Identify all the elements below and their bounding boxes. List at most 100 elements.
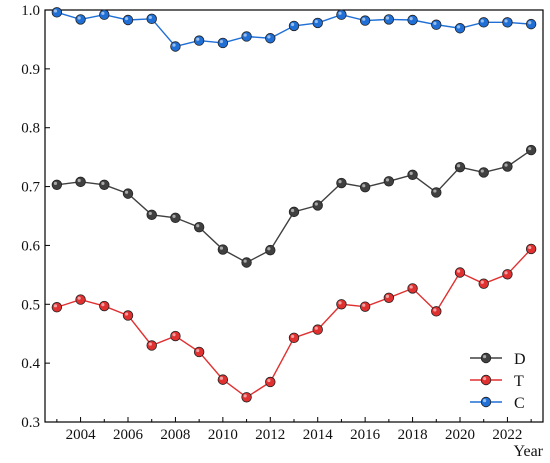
data-point-highlight: [433, 189, 437, 193]
y-tick-label: 0.8: [21, 121, 40, 137]
x-tick-label: 2012: [255, 427, 285, 443]
data-point-T: [288, 332, 300, 344]
data-point-D: [170, 212, 181, 223]
data-point-T: [51, 302, 63, 313]
data-point-T: [241, 392, 252, 403]
data-point-C: [288, 20, 300, 32]
data-point-highlight: [148, 342, 152, 346]
data-point-highlight: [125, 190, 129, 194]
data-point-highlight: [385, 16, 390, 20]
x-tick-label: 2014: [303, 427, 334, 443]
data-point-highlight: [457, 269, 461, 273]
data-point-C: [99, 9, 110, 20]
data-point-C: [525, 18, 537, 30]
y-tick-label: 0.7: [21, 180, 40, 196]
data-point-D: [241, 257, 252, 268]
data-point-highlight: [219, 39, 224, 44]
data-point-highlight: [101, 303, 105, 307]
data-point-highlight: [267, 378, 271, 383]
data-point-D: [122, 188, 134, 199]
data-point-T: [170, 330, 181, 342]
x-tick-label: 2018: [398, 427, 428, 443]
data-point-C: [51, 7, 63, 18]
y-tick-label: 0.6: [21, 238, 40, 254]
data-point-highlight: [433, 21, 437, 25]
legend-label-D: D: [514, 351, 526, 368]
data-point-D: [407, 169, 418, 181]
data-point-T: [502, 269, 513, 280]
x-tick-label: 2016: [350, 427, 381, 443]
data-point-C: [146, 13, 157, 25]
data-point-D: [193, 221, 205, 233]
data-point-C: [265, 33, 276, 44]
data-point-T: [312, 324, 323, 335]
data-point-highlight: [77, 178, 81, 183]
data-point-highlight: [243, 33, 247, 37]
data-point-C: [502, 17, 513, 28]
data-point-highlight: [385, 294, 390, 299]
data-point-C: [359, 15, 371, 26]
legend-marker-C: [480, 396, 492, 408]
data-point-highlight: [409, 285, 413, 289]
data-point-highlight: [338, 301, 342, 305]
data-point-D: [217, 244, 229, 255]
data-point-highlight: [243, 394, 247, 398]
data-point-D: [525, 144, 537, 156]
data-point-highlight: [528, 245, 532, 250]
data-point-T: [99, 300, 110, 312]
data-point-highlight: [101, 11, 105, 15]
data-point-T: [383, 292, 395, 304]
data-point-D: [99, 179, 110, 191]
data-point-C: [217, 37, 229, 49]
data-point-highlight: [314, 326, 318, 330]
data-point-C: [193, 35, 205, 46]
data-point-D: [75, 176, 86, 188]
x-tick-label: 2004: [66, 427, 97, 443]
data-point-highlight: [314, 202, 318, 206]
data-point-T: [122, 310, 134, 321]
data-point-highlight: [362, 184, 366, 188]
y-tick-label: 0.4: [21, 356, 40, 372]
data-point-highlight: [480, 19, 484, 23]
data-point-D: [288, 206, 300, 218]
data-point-T: [193, 346, 205, 358]
data-point-highlight: [148, 15, 152, 20]
data-point-highlight: [480, 280, 484, 284]
data-point-highlight: [528, 21, 532, 25]
data-point-D: [312, 200, 323, 211]
data-point-highlight: [457, 164, 461, 168]
x-tick-label: 2022: [492, 427, 522, 443]
data-point-T: [336, 299, 347, 310]
data-point-highlight: [125, 312, 129, 316]
data-point-highlight: [53, 9, 58, 13]
x-tick-label: 2006: [113, 427, 144, 443]
legend-marker-T: [480, 374, 492, 386]
data-point-highlight: [172, 333, 176, 337]
data-point-highlight: [267, 247, 271, 251]
y-tick-label: 0.9: [21, 62, 40, 78]
data-point-T: [217, 374, 229, 385]
data-point-D: [336, 177, 347, 189]
data-point-C: [122, 14, 134, 26]
data-point-highlight: [504, 163, 508, 167]
data-point-highlight: [219, 376, 224, 380]
data-point-highlight: [53, 181, 58, 186]
data-point-highlight: [409, 171, 413, 175]
data-point-C: [170, 41, 181, 52]
data-point-highlight: [433, 308, 437, 312]
data-point-highlight: [291, 208, 295, 213]
data-point-highlight: [362, 303, 366, 307]
x-tick-label: 2010: [208, 427, 238, 443]
data-point-highlight: [338, 11, 342, 15]
legend-label-C: C: [514, 395, 525, 412]
legend-label-T: T: [514, 373, 524, 390]
data-point-D: [383, 176, 395, 187]
data-point-C: [383, 14, 395, 25]
data-point-highlight: [125, 17, 129, 21]
data-point-C: [431, 19, 442, 30]
data-point-D: [265, 244, 276, 256]
data-point-C: [336, 9, 347, 20]
y-tick-label: 1.0: [21, 3, 40, 19]
data-point-T: [478, 278, 489, 289]
